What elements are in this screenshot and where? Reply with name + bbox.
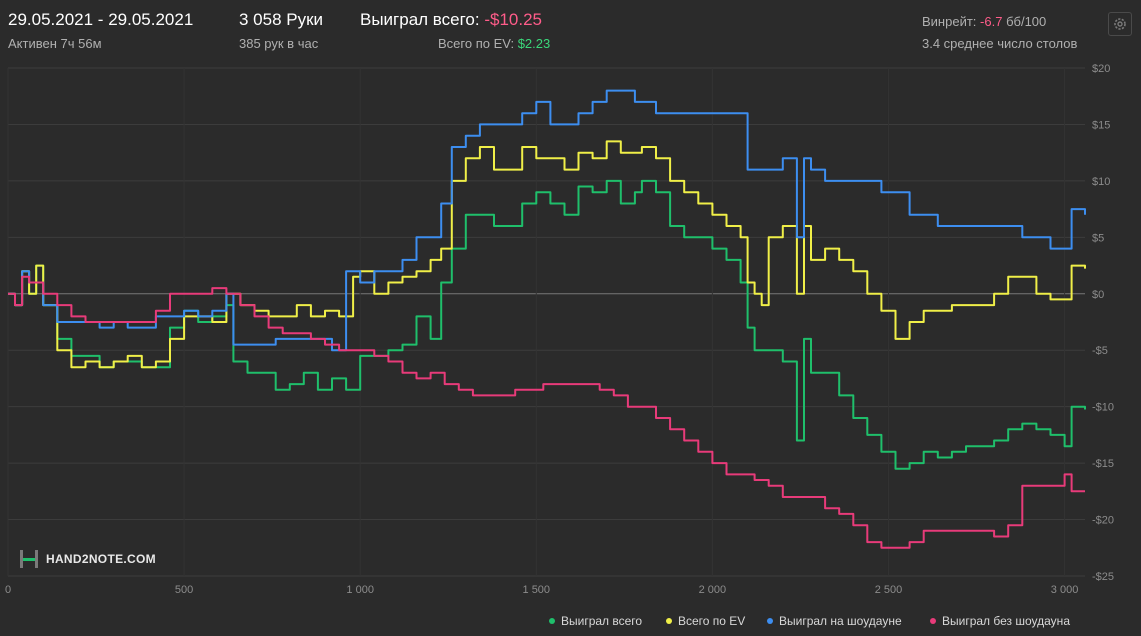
winrate-value: -6.7: [980, 14, 1003, 29]
y-tick-label: -$10: [1092, 402, 1114, 414]
y-tick-label: $5: [1092, 232, 1104, 244]
logo: HAND2NOTE.COM: [18, 548, 156, 570]
series-line-3: [8, 275, 1085, 549]
hands-count: 3 058 Руки: [239, 10, 324, 29]
legend-dot: [666, 617, 672, 624]
ev-total: Всего по EV: $2.23: [438, 36, 550, 51]
logo-text: HAND2NOTE.COM: [46, 552, 156, 566]
y-tick-label: -$5: [1092, 345, 1108, 357]
series-line-1: [8, 140, 1086, 369]
series-line-0: [8, 179, 1086, 470]
ev-total-value: $2.23: [517, 36, 551, 51]
winrate-label: Винрейт:: [922, 14, 977, 29]
date-range: 29.05.2021 - 29.05.2021: [8, 10, 194, 29]
x-tick-label: 1 000: [346, 584, 374, 596]
x-tick-label: 500: [175, 584, 193, 596]
y-tick-label: $15: [1092, 119, 1110, 131]
chart-series: [8, 89, 1086, 549]
hand2note-logo-icon: [20, 550, 38, 568]
x-tick-label: 1 500: [523, 584, 551, 596]
legend-label: Выиграл без шоудауна: [942, 614, 1070, 628]
legend-label: Выиграл на шоудауне: [779, 614, 902, 628]
avg-tables: 3.4 среднее число столов: [922, 36, 1078, 51]
x-axis: 0 500 1 000 1 500 2 000 2 500 3 000: [5, 584, 1078, 596]
won-total-label: Выиграл всего:: [360, 10, 480, 29]
gear-icon: [1114, 18, 1126, 30]
x-tick-label: 0: [5, 584, 11, 596]
legend-label: Выиграл всего: [561, 614, 643, 628]
chart-grid: [7, 67, 1085, 577]
hands-per-hour: 385 рук в час: [239, 36, 319, 51]
ev-total-label: Всего по EV:: [438, 36, 515, 51]
legend-item-showdown[interactable]: Выиграл на шоудауне: [767, 614, 902, 628]
legend-item-ev[interactable]: Всего по EV: [666, 614, 745, 628]
x-tick-label: 2 000: [699, 584, 727, 596]
y-tick-label: $0: [1092, 289, 1104, 301]
legend-dot: [549, 617, 555, 624]
x-tick-label: 3 000: [1051, 584, 1079, 596]
won-total-value: -$10.25: [484, 10, 543, 29]
y-tick-label: -$25: [1092, 571, 1114, 583]
y-tick-label: $10: [1092, 176, 1110, 188]
legend-item-won-total[interactable]: Выиграл всего: [549, 614, 642, 628]
y-tick-label: $20: [1092, 63, 1110, 75]
winrate: Винрейт: -6.7 бб/100: [922, 14, 1046, 29]
legend-dot: [930, 617, 936, 624]
winrate-unit: бб/100: [1006, 14, 1047, 29]
active-time: Активен 7ч 56м: [8, 36, 102, 51]
settings-button[interactable]: [1108, 12, 1132, 36]
legend-item-non-showdown[interactable]: Выиграл без шоудауна: [930, 614, 1070, 628]
y-tick-label: -$20: [1092, 515, 1114, 527]
x-tick-label: 2 500: [875, 584, 903, 596]
legend-dot: [767, 617, 773, 624]
y-tick-label: -$15: [1092, 458, 1114, 470]
y-axis: $20 $15 $10 $5 $0 -$5 -$10 -$15 -$20 -$25: [1092, 63, 1114, 583]
won-total: Выиграл всего: -$10.25: [360, 10, 542, 30]
legend-label: Всего по EV: [678, 614, 746, 628]
